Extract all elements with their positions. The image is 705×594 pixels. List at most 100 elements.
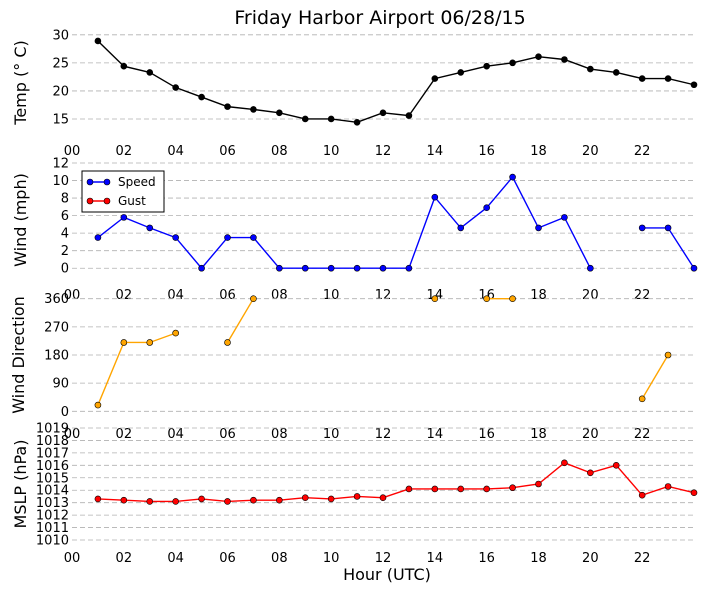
temp-data-point bbox=[224, 103, 231, 110]
legend-marker bbox=[86, 197, 94, 205]
wind-data-point bbox=[561, 214, 568, 221]
wind-data-point bbox=[120, 214, 128, 221]
wind-series-line bbox=[97, 175, 591, 270]
mslp-y-tick-label: 1018 bbox=[36, 434, 69, 449]
mslp-data-point bbox=[561, 459, 568, 467]
direction-y-tick-label: 180 bbox=[44, 349, 69, 364]
temp-data-point bbox=[638, 75, 646, 82]
mslp-data-point bbox=[457, 485, 465, 493]
mslp-y-tick-label: 1013 bbox=[36, 496, 69, 511]
mslp-data-point bbox=[224, 498, 231, 505]
temp-x-tick-label: 08 bbox=[271, 144, 288, 159]
mslp-x-tick-label: 10 bbox=[323, 551, 340, 566]
mslp-x-tick-label: 22 bbox=[634, 551, 651, 566]
wind-data-point bbox=[353, 264, 361, 272]
direction-data-point bbox=[431, 295, 439, 302]
direction-x-tick-label: 22 bbox=[634, 427, 651, 442]
mslp-data-point bbox=[327, 495, 335, 503]
wind-data-point bbox=[224, 234, 231, 241]
mslp-data-point bbox=[509, 484, 516, 492]
wind-data-point bbox=[638, 224, 646, 232]
direction-x-tick-label: 14 bbox=[427, 427, 444, 442]
temp-x-tick-label: 20 bbox=[582, 144, 599, 159]
direction-x-tick-label: 10 bbox=[323, 427, 340, 442]
direction-x-tick-label: 08 bbox=[271, 427, 288, 442]
wind-data-point bbox=[301, 264, 309, 272]
panel-wind-speed: 024681012000204060810121416182022Wind (m… bbox=[11, 157, 698, 303]
mslp-data-point bbox=[587, 469, 594, 477]
direction-series-line bbox=[641, 354, 669, 400]
chart-title: Friday Harbor Airport 06/28/15 bbox=[234, 7, 525, 29]
temp-y-tick-label: 15 bbox=[52, 112, 69, 127]
direction-x-tick-label: 04 bbox=[167, 427, 184, 442]
direction-data-point bbox=[224, 339, 231, 346]
temp-data-point bbox=[146, 69, 154, 76]
x-axis-label: Hour (UTC) bbox=[343, 565, 431, 584]
mslp-data-point bbox=[405, 485, 413, 493]
temp-data-point bbox=[379, 109, 387, 117]
temp-x-tick-label: 04 bbox=[167, 144, 184, 159]
wind-x-tick-label: 10 bbox=[323, 288, 340, 303]
direction-y-tick-label: 0 bbox=[61, 405, 69, 420]
temp-x-tick-label: 22 bbox=[634, 144, 651, 159]
wind-data-point bbox=[457, 224, 465, 232]
mslp-x-tick-label: 02 bbox=[116, 551, 133, 566]
wind-data-point bbox=[690, 264, 698, 272]
mslp-x-tick-label: 14 bbox=[427, 551, 444, 566]
temp-data-point bbox=[483, 62, 490, 70]
mslp-data-point bbox=[198, 495, 205, 503]
legend-label-speed: Speed bbox=[118, 175, 156, 189]
wind-x-tick-label: 20 bbox=[582, 288, 599, 303]
wind-data-point bbox=[327, 264, 335, 272]
wind-x-tick-label: 18 bbox=[530, 288, 547, 303]
mslp-data-point bbox=[301, 494, 309, 501]
mslp-data-point bbox=[535, 480, 542, 488]
direction-y-tick-label: 90 bbox=[52, 377, 69, 392]
mslp-data-point bbox=[638, 491, 646, 499]
wind-data-point bbox=[198, 264, 205, 272]
wind-y-tick-label: 10 bbox=[52, 174, 69, 189]
temp-data-point bbox=[198, 93, 205, 101]
wind-x-tick-label: 22 bbox=[634, 288, 651, 303]
wind-data-point bbox=[94, 234, 102, 241]
direction-x-tick-label: 00 bbox=[64, 427, 81, 442]
temp-data-point bbox=[587, 65, 594, 73]
wind-x-tick-label: 02 bbox=[116, 288, 133, 303]
mslp-x-tick-label: 20 bbox=[582, 551, 599, 566]
panel-wind-direction: 0 90 180 270 360 00 02 04 06 08 10 12 14 16 18 20 22 Wind… bbox=[9, 292, 694, 442]
legend-label-gust: Gust bbox=[118, 194, 146, 208]
mslp-y-tick-label: 1017 bbox=[36, 446, 69, 461]
panel-temperature: 15 20 25 30 00 02 04 06 08 10 12 14 16 18 20 22 Temp (° … bbox=[11, 28, 698, 159]
mslp-data-point bbox=[690, 489, 698, 497]
wind-y-tick-label: 4 bbox=[61, 227, 69, 242]
temp-data-point bbox=[250, 106, 257, 113]
mslp-y-tick-label: 1012 bbox=[36, 509, 69, 524]
temp-y-tick-label: 30 bbox=[52, 28, 69, 43]
mslp-data-point bbox=[172, 498, 179, 505]
direction-series-line bbox=[226, 298, 255, 343]
temp-data-point bbox=[457, 69, 465, 76]
temp-x-tick-label: 12 bbox=[375, 144, 392, 159]
temp-data-point bbox=[120, 62, 128, 70]
direction-x-tick-label: 20 bbox=[582, 427, 599, 442]
temp-data-point bbox=[172, 84, 179, 91]
legend-box bbox=[81, 170, 165, 213]
wind-x-tick-label: 08 bbox=[271, 288, 288, 303]
temp-data-point bbox=[509, 59, 516, 67]
direction-data-point bbox=[664, 351, 672, 359]
wind-data-point bbox=[172, 234, 179, 241]
wind-data-point bbox=[664, 224, 672, 232]
direction-data-point bbox=[509, 295, 516, 302]
wind-data-point bbox=[431, 193, 439, 201]
legend-marker bbox=[103, 197, 111, 205]
temp-data-point bbox=[301, 115, 309, 123]
direction-x-tick-label: 02 bbox=[116, 427, 133, 442]
mslp-data-point bbox=[612, 462, 620, 469]
mslp-x-tick-label: 00 bbox=[64, 551, 81, 566]
wind-x-tick-label: 12 bbox=[375, 288, 392, 303]
direction-data-point bbox=[94, 401, 102, 409]
wind-y-tick-label: 12 bbox=[52, 157, 69, 172]
temp-y-tick-label: 20 bbox=[52, 84, 69, 99]
wind-data-point bbox=[146, 224, 154, 232]
